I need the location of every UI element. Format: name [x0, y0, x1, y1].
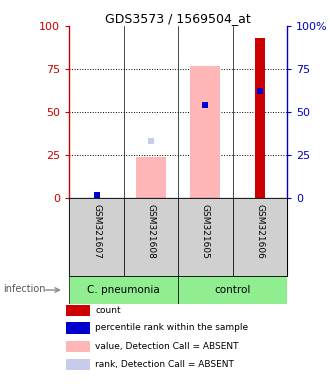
Bar: [66, 323, 90, 334]
Bar: [66, 305, 90, 316]
Bar: [124, 198, 178, 276]
Bar: [178, 198, 233, 276]
Text: control: control: [214, 285, 251, 295]
Text: GSM321605: GSM321605: [201, 204, 210, 259]
Text: GSM321607: GSM321607: [92, 204, 101, 259]
Bar: [233, 198, 287, 276]
Bar: [66, 341, 90, 352]
Text: rank, Detection Call = ABSENT: rank, Detection Call = ABSENT: [95, 360, 234, 369]
Bar: [190, 66, 220, 198]
Title: GDS3573 / 1569504_at: GDS3573 / 1569504_at: [105, 12, 251, 25]
Text: value, Detection Call = ABSENT: value, Detection Call = ABSENT: [95, 342, 239, 351]
Bar: [69, 276, 178, 304]
Bar: [69, 198, 124, 276]
Text: infection: infection: [3, 284, 46, 294]
Text: GSM321606: GSM321606: [255, 204, 264, 259]
Bar: [136, 157, 166, 198]
Text: GSM321608: GSM321608: [147, 204, 155, 259]
Bar: [255, 38, 265, 198]
Bar: [66, 359, 90, 371]
Text: C. pneumonia: C. pneumonia: [87, 285, 160, 295]
Text: count: count: [95, 306, 121, 315]
Bar: [178, 276, 287, 304]
Text: percentile rank within the sample: percentile rank within the sample: [95, 323, 248, 333]
